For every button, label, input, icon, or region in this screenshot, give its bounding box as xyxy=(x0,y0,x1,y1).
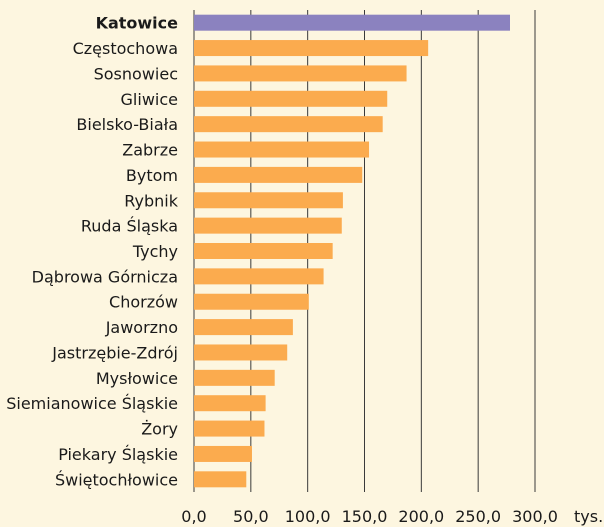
category-label: Mysłowice xyxy=(96,369,178,388)
bar xyxy=(194,166,363,183)
category-label: Dąbrowa Górnicza xyxy=(32,267,178,286)
category-label: Tychy xyxy=(132,242,178,261)
bar xyxy=(194,243,333,259)
bar xyxy=(194,293,309,310)
x-tick-label: 0,0 xyxy=(181,507,206,526)
x-tick-label: 100,0 xyxy=(285,507,331,526)
x-tick-label: 300,0 xyxy=(512,507,558,526)
category-labels: Katowice Częstochowa Sosnowiec Gliwice Biels… xyxy=(6,14,179,490)
bar xyxy=(194,268,324,285)
category-label: Żory xyxy=(141,420,178,439)
bar xyxy=(194,14,510,31)
category-label: Rybnik xyxy=(124,191,178,210)
bar xyxy=(194,65,407,82)
category-label: Piekary Śląskie xyxy=(58,445,178,464)
category-label: Bielsko-Biała xyxy=(76,115,178,134)
x-tick-label: 200,0 xyxy=(398,507,444,526)
bar xyxy=(194,369,275,386)
category-label: Gliwice xyxy=(121,90,178,109)
category-label: Chorzów xyxy=(109,293,178,312)
category-label: Katowice xyxy=(96,14,179,33)
category-label: Częstochowa xyxy=(73,39,178,58)
bar xyxy=(194,395,266,412)
category-label: Świętochłowice xyxy=(55,470,178,489)
x-tick-label: 50,0 xyxy=(233,507,269,526)
category-label: Ruda Śląska xyxy=(81,217,178,236)
category-label: Jaworzno xyxy=(105,318,178,337)
x-axis-unit: tys. xyxy=(574,507,603,526)
x-tick-label: 250,0 xyxy=(455,507,501,526)
category-label: Zabrze xyxy=(122,141,178,160)
bar xyxy=(194,192,343,209)
bar xyxy=(194,116,383,133)
bar xyxy=(194,420,265,437)
category-label: Jastrzębie-Zdrój xyxy=(51,343,178,362)
category-label: Bytom xyxy=(126,166,178,185)
bar xyxy=(194,217,342,234)
bars xyxy=(194,14,510,488)
category-label: Siemianowice Śląskie xyxy=(6,394,178,413)
bar xyxy=(194,471,247,488)
category-label: Sosnowiec xyxy=(94,64,178,83)
x-tick-labels: 0,0 50,0 100,0 150,0 200,0 250,0 300,0 xyxy=(181,507,558,526)
bar xyxy=(194,40,429,57)
bar xyxy=(194,141,370,158)
bar xyxy=(194,90,388,107)
bar xyxy=(194,344,288,361)
bar xyxy=(194,445,252,462)
x-tick-label: 150,0 xyxy=(342,507,388,526)
bar xyxy=(194,319,293,336)
